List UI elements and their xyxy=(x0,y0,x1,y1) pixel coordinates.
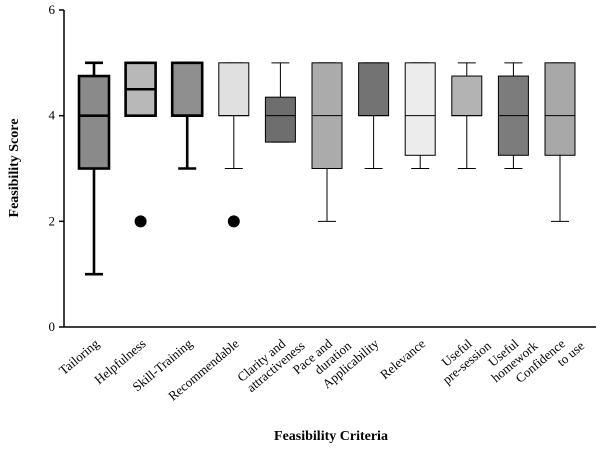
box-iqr xyxy=(218,62,250,117)
box-group xyxy=(404,62,436,169)
x-category-label: Usefulpre-session xyxy=(430,327,494,387)
y-tick-label: 2 xyxy=(49,213,56,228)
box-group xyxy=(218,62,250,228)
y-axis-ticks: 0 2 4 6 xyxy=(49,2,64,334)
outlier-point xyxy=(227,215,240,228)
y-tick-label: 4 xyxy=(49,108,56,123)
x-axis-title: Feasibility Criteria xyxy=(274,429,388,444)
y-axis-title: Feasibility Score xyxy=(7,119,22,218)
box-iqr xyxy=(404,62,436,156)
x-category-label-line: Relevance xyxy=(377,336,428,382)
box-iqr xyxy=(451,75,483,117)
box-group xyxy=(124,61,157,228)
box-iqr xyxy=(358,62,390,117)
box-group xyxy=(358,62,390,169)
box-iqr xyxy=(544,62,576,156)
x-axis-category-labels: TailoringHelpfulnessSkill-TrainingRecomm… xyxy=(56,327,587,403)
box-iqr xyxy=(264,96,296,143)
boxes xyxy=(77,61,576,276)
box-group xyxy=(311,62,343,222)
y-tick-label: 6 xyxy=(49,2,56,17)
box-group xyxy=(264,62,296,143)
box-group xyxy=(77,61,111,276)
box-iqr xyxy=(77,74,111,170)
y-tick-label: 0 xyxy=(49,319,56,334)
box-group xyxy=(497,62,529,169)
box-group xyxy=(170,61,204,170)
box-group xyxy=(451,62,483,169)
x-category-label: Relevance xyxy=(377,336,428,382)
outlier-point xyxy=(134,215,147,228)
box-group xyxy=(544,62,576,222)
box-iqr xyxy=(170,61,204,117)
